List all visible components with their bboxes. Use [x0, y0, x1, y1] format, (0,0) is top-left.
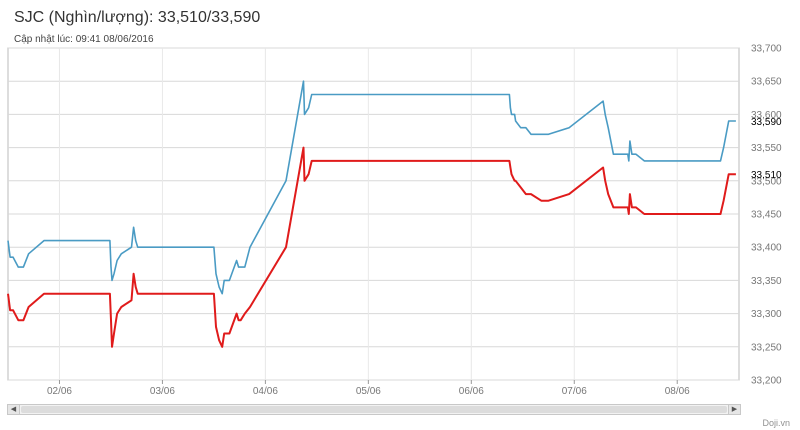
source-credit: Doji.vn — [762, 418, 790, 428]
y-tick-label: 33,500 — [751, 176, 782, 187]
y-tick-label: 33,400 — [751, 243, 782, 254]
y-tick-label: 33,450 — [751, 210, 782, 221]
horizontal-scrollbar[interactable]: ◀ ▶ — [7, 404, 741, 415]
y-tick-label: 33,250 — [751, 342, 782, 353]
chart-title: SJC (Nghìn/lượng): 33,510/33,590 — [14, 9, 261, 26]
y-tick-label: 33,350 — [751, 276, 782, 287]
y-tick-label: 33,550 — [751, 143, 782, 154]
x-tick-label: 06/06 — [459, 386, 484, 397]
y-tick-label: 33,600 — [751, 110, 782, 121]
scroll-right-icon[interactable]: ▶ — [728, 405, 740, 414]
x-tick-label: 02/06 — [47, 386, 72, 397]
series-line — [7, 146, 736, 348]
scroll-thumb[interactable] — [21, 406, 727, 413]
update-timestamp: Cập nhật lúc: 09:41 08/06/2016 — [14, 34, 154, 45]
x-tick-label: 07/06 — [562, 386, 587, 397]
y-tick-label: 33,650 — [751, 77, 782, 88]
scroll-left-icon[interactable]: ◀ — [8, 405, 20, 414]
series-last-value-label: 33,590 — [751, 117, 782, 128]
y-tick-label: 33,300 — [751, 309, 782, 320]
series-last-value-label: 33,510 — [751, 170, 782, 181]
x-tick-label: 05/06 — [356, 386, 381, 397]
y-tick-label: 33,200 — [751, 376, 782, 387]
y-tick-label: 33,700 — [751, 44, 782, 55]
price-chart: 33,200 33,250 33,300 33,350 33,400 33,450 33,5… — [7, 44, 782, 397]
x-tick-label: 08/06 — [665, 386, 690, 397]
series-line — [7, 80, 736, 295]
x-tick-label: 04/06 — [253, 386, 278, 397]
x-tick-label: 03/06 — [150, 386, 175, 397]
